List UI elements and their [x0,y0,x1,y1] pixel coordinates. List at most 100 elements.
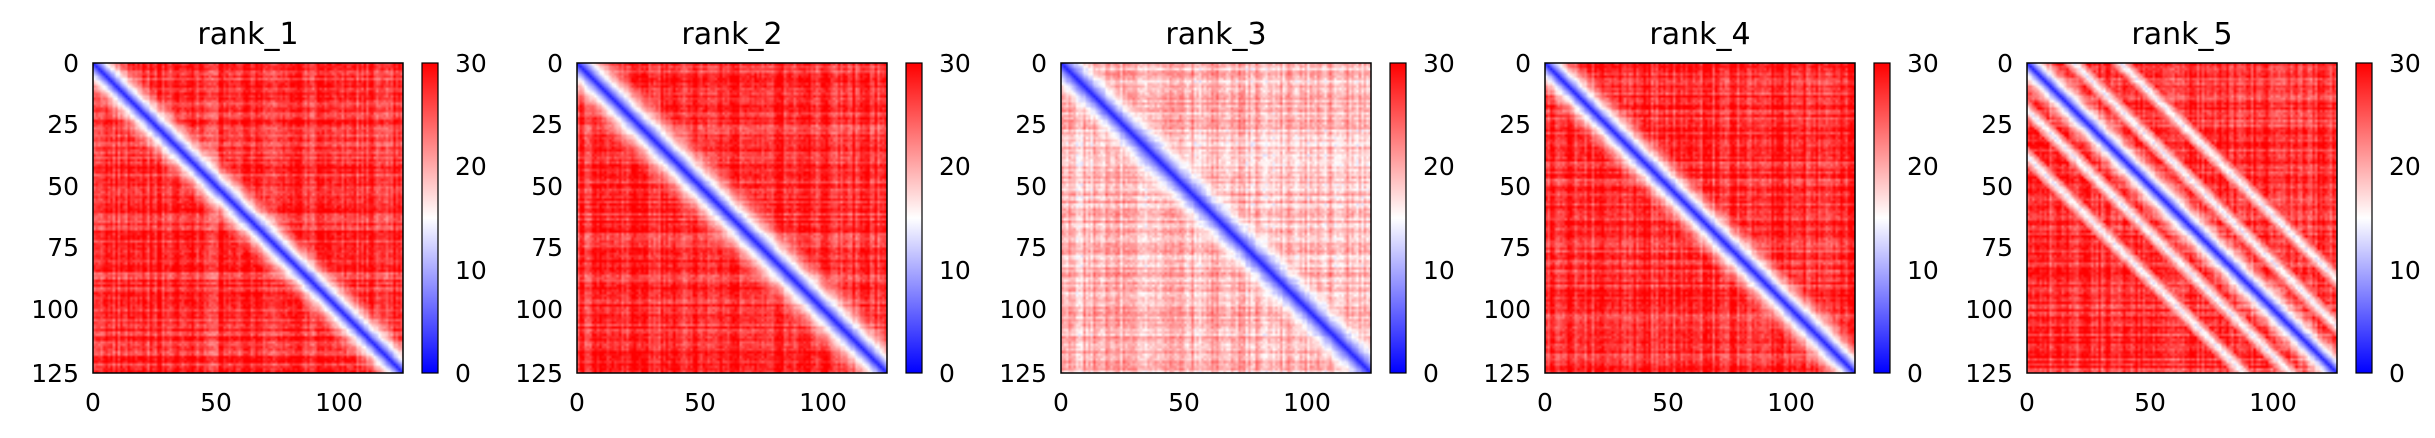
plot-frame [2026,62,2338,374]
colorbar-tick-label: 10 [455,256,487,285]
heatmap-panel-3: rank_3 0 25 50 75 100 125 0 50 100 0 10 … [999,17,1455,417]
heatmap-image [93,63,403,373]
x-tick-label: 50 [1652,388,1684,417]
panel-title: rank_4 [1649,17,1750,52]
x-tick-label: 100 [799,388,847,417]
colorbar-tick-label: 30 [1907,49,1939,78]
colorbar-gradient [1389,62,1407,374]
heatmap-image [577,63,887,373]
heatmap-image [1545,63,1855,373]
y-tick-label: 0 [1031,49,1047,78]
panel-title: rank_3 [1165,17,1266,52]
panel-title: rank_2 [681,17,782,52]
y-tick-label: 100 [999,295,1047,324]
colorbar-tick-label: 20 [455,152,487,181]
x-tick-label: 100 [1767,388,1815,417]
y-axis: 0 25 50 75 100 125 [1483,49,1531,388]
colorbar-tick-label: 10 [2389,256,2421,285]
heatmap-panel-4: rank_4 0 25 50 75 100 125 0 50 100 0 10 … [1483,17,1939,417]
y-tick-label: 125 [1483,359,1531,388]
colorbar-gradient [2355,62,2373,374]
colorbar: 0 10 20 30 [1873,49,1939,388]
colorbar-tick-label: 10 [939,256,971,285]
plot-frame [1544,62,1856,374]
heatmap-image [2027,63,2337,373]
y-tick-label: 75 [47,233,79,262]
colorbar-tick-label: 0 [1907,359,1923,388]
colorbar: 0 10 20 30 [2355,49,2421,388]
colorbar: 0 10 20 30 [421,49,487,388]
x-tick-label: 0 [569,388,585,417]
x-tick-label: 0 [1537,388,1553,417]
plot-frame [92,62,404,374]
y-tick-label: 25 [1499,110,1531,139]
colorbar-tick-label: 30 [455,49,487,78]
y-tick-label: 25 [1981,110,2013,139]
y-tick-label: 100 [515,295,563,324]
y-axis: 0 25 50 75 100 125 [999,49,1047,388]
plot-frame [576,62,888,374]
y-tick-label: 125 [31,359,79,388]
colorbar-tick-label: 0 [2389,359,2405,388]
y-tick-label: 0 [1515,49,1531,78]
y-tick-label: 0 [547,49,563,78]
colorbar-tick-label: 0 [455,359,471,388]
y-tick-label: 50 [1015,172,1047,201]
colorbar-tick-label: 30 [1423,49,1455,78]
x-axis: 0 50 100 [569,388,847,417]
y-tick-label: 125 [999,359,1047,388]
colorbar-tick-label: 20 [1907,152,1939,181]
x-tick-label: 0 [85,388,101,417]
y-tick-label: 50 [1981,172,2013,201]
y-axis: 0 25 50 75 100 125 [515,49,563,388]
colorbar-gradient [1873,62,1891,374]
x-tick-label: 50 [2134,388,2166,417]
y-tick-label: 50 [1499,172,1531,201]
x-tick-label: 0 [2019,388,2035,417]
y-tick-label: 0 [63,49,79,78]
x-axis: 0 50 100 [1537,388,1815,417]
x-tick-label: 100 [315,388,363,417]
y-tick-label: 50 [47,172,79,201]
y-tick-label: 125 [515,359,563,388]
heatmap-image [1061,63,1371,373]
colorbar-tick-label: 10 [1907,256,1939,285]
y-tick-label: 25 [1015,110,1047,139]
colorbar-tick-label: 0 [1423,359,1439,388]
y-tick-label: 75 [1015,233,1047,262]
colorbar: 0 10 20 30 [905,49,971,388]
colorbar-tick-label: 30 [939,49,971,78]
y-axis: 0 25 50 75 100 125 [1965,49,2013,388]
y-tick-label: 125 [1965,359,2013,388]
y-tick-label: 100 [1483,295,1531,324]
x-tick-label: 50 [684,388,716,417]
x-axis: 0 50 100 [1053,388,1331,417]
colorbar-tick-label: 20 [939,152,971,181]
y-axis: 0 25 50 75 100 125 [31,49,79,388]
y-tick-label: 50 [531,172,563,201]
colorbar-gradient [421,62,439,374]
x-tick-label: 50 [1168,388,1200,417]
y-tick-label: 0 [1997,49,2013,78]
y-tick-label: 100 [1965,295,2013,324]
x-tick-label: 50 [200,388,232,417]
panel-title: rank_1 [197,17,298,52]
colorbar-gradient [905,62,923,374]
y-tick-label: 75 [1981,233,2013,262]
y-tick-label: 75 [531,233,563,262]
heatmap-panel-1: rank_1 0 25 50 75 100 125 0 50 100 0 10 … [31,17,487,417]
colorbar-tick-label: 30 [2389,49,2421,78]
plot-frame [1060,62,1372,374]
x-tick-label: 100 [1283,388,1331,417]
colorbar-tick-label: 0 [939,359,955,388]
panel-title: rank_5 [2131,17,2232,52]
colorbar-tick-label: 10 [1423,256,1455,285]
x-tick-label: 0 [1053,388,1069,417]
x-axis: 0 50 100 [2019,388,2297,417]
colorbar-tick-label: 20 [2389,152,2421,181]
y-tick-label: 25 [531,110,563,139]
colorbar-tick-label: 20 [1423,152,1455,181]
y-tick-label: 25 [47,110,79,139]
x-tick-label: 100 [2249,388,2297,417]
